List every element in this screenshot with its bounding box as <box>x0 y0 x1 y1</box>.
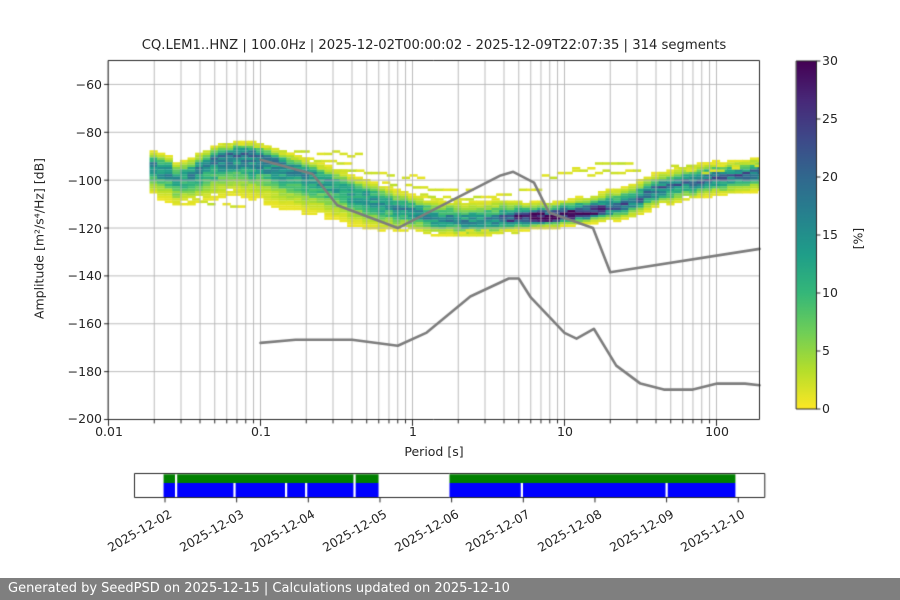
x-tick-label: 0.1 <box>251 424 271 439</box>
y-tick-label: −60 <box>75 77 102 92</box>
x-axis-label: Period [s] <box>404 444 464 459</box>
colorbar-tick-label: 30 <box>822 53 838 68</box>
y-tick-label: −80 <box>75 125 102 140</box>
colorbar-tick-label: 5 <box>822 343 830 358</box>
colorbar-tick-label: 20 <box>822 169 838 184</box>
y-tick-label: −160 <box>67 316 102 331</box>
y-tick-label: −180 <box>67 364 102 379</box>
colorbar-tick-label: 0 <box>822 401 830 416</box>
y-tick-label: −100 <box>67 173 102 188</box>
x-tick-label: 10 <box>557 424 573 439</box>
x-tick-label: 1 <box>409 424 417 439</box>
chart-title: CQ.LEM1..HNZ | 100.0Hz | 2025-12-02T00:0… <box>141 38 727 53</box>
x-tick-label: 100 <box>705 424 729 439</box>
ppsd-chart-canvas <box>0 0 900 575</box>
colorbar-tick-label: 25 <box>822 111 838 126</box>
y-tick-label: −200 <box>67 411 102 426</box>
colorbar-label: [%] <box>850 227 866 250</box>
y-tick-label: −120 <box>67 221 102 236</box>
footer-bar: Generated by SeedPSD on 2025-12-15 | Cal… <box>0 578 900 600</box>
colorbar-tick-label: 10 <box>822 285 838 300</box>
x-tick-label: 0.01 <box>95 424 123 439</box>
colorbar-tick-label: 15 <box>822 227 838 242</box>
footer-text: Generated by SeedPSD on 2025-12-15 | Cal… <box>8 581 510 596</box>
y-tick-label: −140 <box>67 268 102 283</box>
